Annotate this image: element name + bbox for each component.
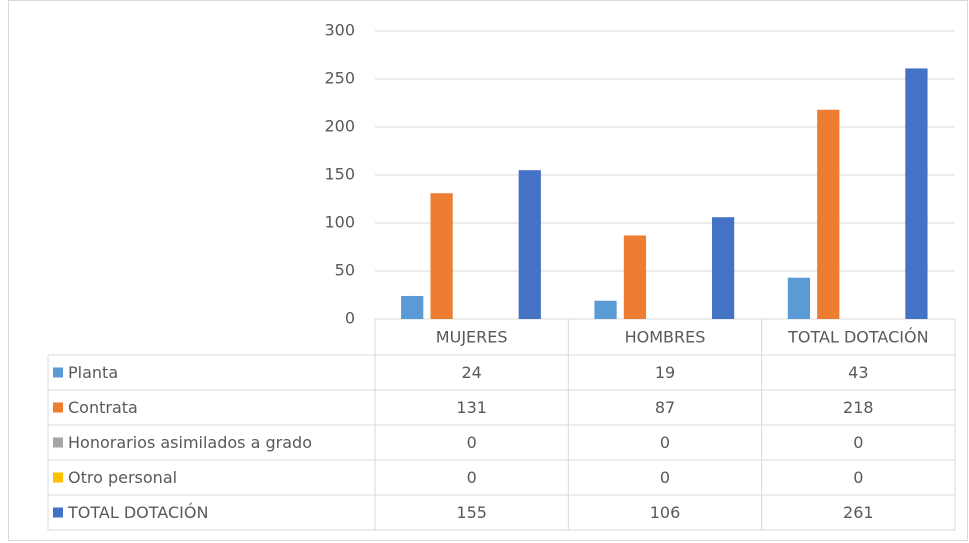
legend-key [53,367,63,378]
table-value: 131 [456,398,487,417]
bar [905,68,928,319]
legend-label: Otro personal [68,468,177,487]
y-tick-label: 50 [335,261,355,280]
table-value: 261 [843,503,874,522]
bar [594,300,617,319]
bar [787,277,810,319]
x-tick-label: TOTAL DOTACIÓN [787,328,928,347]
y-tick-label: 250 [324,69,355,88]
y-tick-label: 0 [345,309,355,328]
table-value: 87 [655,398,675,417]
legend-label: Planta [68,363,118,382]
chart-frame [8,0,968,541]
legend-key [53,507,63,518]
bar [401,295,424,319]
table-value: 19 [655,363,675,382]
y-tick-label: 100 [324,213,355,232]
x-tick-label: MUJERES [436,328,508,347]
table-value: 0 [660,468,670,487]
table-value: 218 [843,398,874,417]
legend-label: Contrata [68,398,138,417]
table-value: 0 [467,468,477,487]
bar [623,235,647,319]
table-value: 0 [853,433,863,452]
table-value: 106 [650,503,681,522]
table-value: 0 [467,433,477,452]
legend-key [53,472,63,483]
legend-label: Honorarios asimilados a grado [68,433,312,452]
y-tick-label: 150 [324,165,355,184]
legend-label: TOTAL DOTACIÓN [67,503,208,522]
bar [518,170,541,319]
legend-key [53,437,63,448]
legend-key [53,402,63,413]
table-value: 43 [848,363,868,382]
table-value: 0 [853,468,863,487]
bar [711,217,735,319]
bar [430,193,453,319]
table-value: 0 [660,433,670,452]
y-tick-label: 300 [324,21,355,40]
table-value: 24 [461,363,481,382]
bar [817,109,840,319]
x-tick-label: HOMBRES [625,328,706,347]
y-tick-label: 200 [324,117,355,136]
table-value: 155 [456,503,487,522]
